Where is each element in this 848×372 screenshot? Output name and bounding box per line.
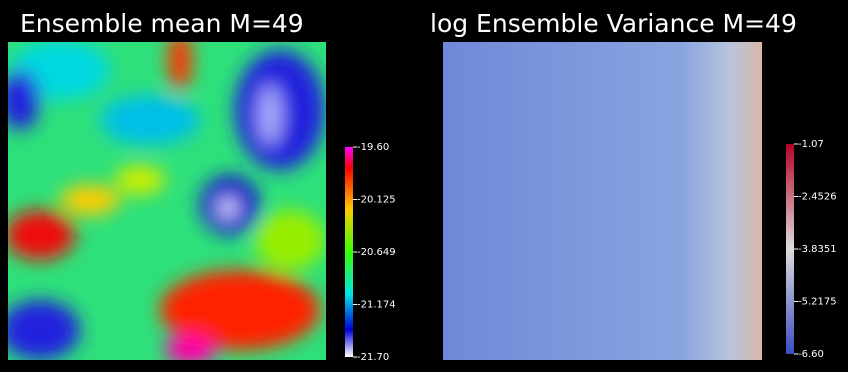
mean-field (8, 42, 326, 360)
colorbar (345, 147, 353, 357)
colorbar-label: -21.174 (357, 300, 396, 311)
colorbar-label: -21.70 (357, 352, 389, 363)
colorbar-label: -20.649 (357, 247, 396, 258)
panel-title: Ensemble mean M=49 (20, 9, 304, 38)
colorbar-label: -5.2175 (798, 297, 837, 308)
colorbar-label: -2.4526 (798, 192, 837, 203)
colorbar-label: -3.8351 (798, 244, 837, 255)
colorbar (786, 144, 794, 354)
colorbar-label: -6.60 (798, 349, 824, 360)
colorbar-label: -1.07 (798, 139, 824, 150)
variance-field (443, 42, 762, 360)
colorbar-label: -19.60 (357, 142, 389, 153)
colorbar-label: -20.125 (357, 195, 396, 206)
panel-title: log Ensemble Variance M=49 (430, 9, 797, 38)
